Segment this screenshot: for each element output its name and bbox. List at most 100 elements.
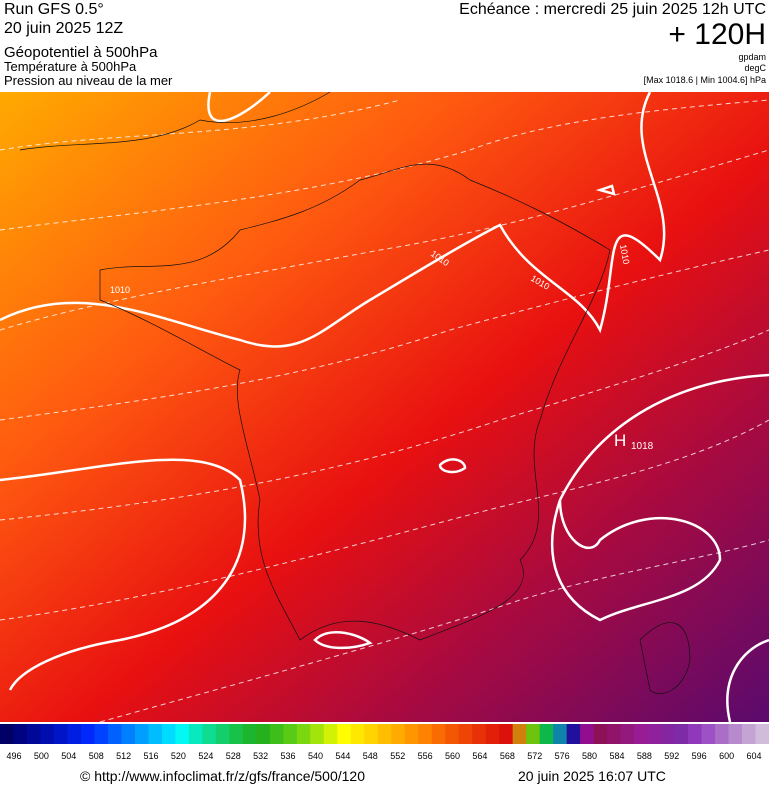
colorbar-label: 524 bbox=[198, 751, 213, 761]
colorbar-swatch bbox=[229, 724, 244, 744]
high-marker: H bbox=[614, 431, 626, 450]
colorbar-swatch bbox=[26, 724, 41, 744]
colorbar-label: 580 bbox=[582, 751, 597, 761]
range: [Max 1018.6 | Min 1004.6] hPa bbox=[644, 75, 766, 85]
borders bbox=[19, 91, 691, 695]
colorbar-swatch bbox=[553, 724, 568, 744]
isobar-label: 1010 bbox=[110, 285, 130, 295]
colorbar-swatch bbox=[310, 724, 325, 744]
colorbar-swatch bbox=[607, 724, 622, 744]
colorbar-swatch bbox=[175, 724, 190, 744]
colorbar-swatch bbox=[67, 724, 82, 744]
colorbar-swatch bbox=[539, 724, 554, 744]
colorbar-label: 508 bbox=[89, 751, 104, 761]
colorbar-swatch bbox=[242, 724, 257, 744]
colorbar-label: 600 bbox=[719, 751, 734, 761]
colorbar-swatch bbox=[391, 724, 406, 744]
high-value: 1018 bbox=[631, 441, 654, 452]
colorbar-label: 536 bbox=[281, 751, 296, 761]
isotherms bbox=[0, 99, 769, 723]
field: Géopotentiel à 500hPa bbox=[4, 44, 158, 61]
unit: gpdam bbox=[738, 52, 766, 62]
colorbar-swatch bbox=[701, 724, 716, 744]
colorbar-swatch bbox=[256, 724, 271, 744]
colorbar-swatch bbox=[121, 724, 136, 744]
colorbar-swatch bbox=[728, 724, 743, 744]
source: © http://www.infoclimat.fr/z/gfs/france/… bbox=[80, 768, 365, 784]
colorbar-swatch bbox=[202, 724, 217, 744]
colorbar-swatch bbox=[499, 724, 514, 744]
colorbar-swatch bbox=[566, 724, 581, 744]
colorbar-swatch bbox=[661, 724, 676, 744]
unit: degC bbox=[744, 63, 766, 73]
valid-time: Echéance : mercredi 25 juin 2025 12h UTC bbox=[459, 1, 766, 18]
colorbar: 496 500 504 508 512 516 520 524 528 532 536 540 544 5… bbox=[0, 724, 769, 761]
colorbar-swatch bbox=[418, 724, 433, 744]
colorbar-label: 544 bbox=[335, 751, 350, 761]
colorbar-swatch bbox=[742, 724, 757, 744]
generated: 20 juin 2025 16:07 UTC bbox=[518, 768, 666, 784]
colorbar-label: 568 bbox=[500, 751, 515, 761]
colorbar-label: 560 bbox=[445, 751, 460, 761]
colorbar-label: 528 bbox=[226, 751, 241, 761]
isobars bbox=[0, 91, 769, 723]
colorbar-swatch bbox=[364, 724, 379, 744]
colorbar-swatch bbox=[13, 724, 28, 744]
colorbar-swatch bbox=[580, 724, 595, 744]
colorbar-label: 564 bbox=[472, 751, 487, 761]
colorbar-label: 512 bbox=[116, 751, 131, 761]
colorbar-swatch bbox=[0, 724, 14, 744]
lead-time: + 120H bbox=[668, 18, 766, 51]
colorbar-label: 548 bbox=[363, 751, 378, 761]
colorbar-label: 592 bbox=[664, 751, 679, 761]
colorbar-label: 516 bbox=[144, 751, 159, 761]
colorbar-label: 556 bbox=[418, 751, 433, 761]
colorbar-swatch bbox=[107, 724, 122, 744]
colorbar-swatch bbox=[296, 724, 311, 744]
colorbar-swatch bbox=[134, 724, 149, 744]
field: Température à 500hPa bbox=[4, 59, 137, 74]
colorbar-label: 504 bbox=[61, 751, 76, 761]
colorbar-swatch bbox=[472, 724, 487, 744]
colorbar-swatch bbox=[215, 724, 230, 744]
isobar-label: 1010 bbox=[618, 244, 631, 265]
colorbar-swatch bbox=[755, 724, 769, 744]
colorbar-swatch bbox=[53, 724, 68, 744]
colorbar-swatch bbox=[188, 724, 203, 744]
colorbar-label: 552 bbox=[390, 751, 405, 761]
colorbar-swatch bbox=[269, 724, 284, 744]
colorbar-swatch bbox=[40, 724, 55, 744]
colorbar-label: 532 bbox=[253, 751, 268, 761]
map: 1010 1010 1010 1010 H 1018 bbox=[0, 91, 769, 723]
colorbar-label: 500 bbox=[34, 751, 49, 761]
colorbar-label: 496 bbox=[6, 751, 21, 761]
colorbar-swatch bbox=[148, 724, 163, 744]
colorbar-swatch bbox=[593, 724, 608, 744]
colorbar-swatch bbox=[80, 724, 95, 744]
colorbar-label: 596 bbox=[692, 751, 707, 761]
colorbar-swatch bbox=[350, 724, 365, 744]
field: Pression au niveau de la mer bbox=[4, 73, 173, 88]
colorbar-swatch bbox=[485, 724, 500, 744]
colorbar-swatch bbox=[526, 724, 541, 744]
colorbar-swatch bbox=[431, 724, 446, 744]
colorbar-swatch bbox=[94, 724, 109, 744]
colorbar-swatch bbox=[445, 724, 460, 744]
colorbar-label: 520 bbox=[171, 751, 186, 761]
colorbar-label: 576 bbox=[555, 751, 570, 761]
colorbar-swatch bbox=[458, 724, 473, 744]
colorbar-swatch bbox=[620, 724, 635, 744]
colorbar-swatch bbox=[688, 724, 703, 744]
colorbar-label: 584 bbox=[609, 751, 624, 761]
field-background bbox=[0, 92, 769, 722]
colorbar-label: 604 bbox=[746, 751, 761, 761]
colorbar-swatch bbox=[715, 724, 730, 744]
colorbar-swatch bbox=[404, 724, 419, 744]
colorbar-swatch bbox=[323, 724, 338, 744]
colorbar-swatch bbox=[634, 724, 649, 744]
run: Run GFS 0.5° bbox=[4, 1, 104, 18]
colorbar-swatch bbox=[283, 724, 298, 744]
colorbar-swatch bbox=[337, 724, 352, 744]
colorbar-label: 572 bbox=[527, 751, 542, 761]
